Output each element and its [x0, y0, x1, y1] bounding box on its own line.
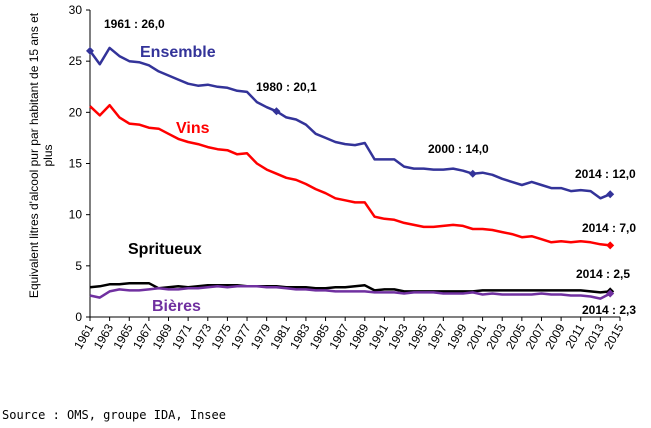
- x-axis-ticks: 1961196319651967196919711973197519771979…: [71, 317, 627, 352]
- y-axis-ticks: 0 5 10 15 20 25 30: [69, 3, 90, 324]
- x-tick-label: 1997: [424, 321, 450, 351]
- x-tick-label: 1979: [248, 321, 274, 351]
- x-tick-label: 1965: [110, 321, 136, 351]
- y-tick-label: 25: [69, 54, 83, 68]
- annotation-marker: [606, 190, 615, 199]
- y-tick-label: 10: [69, 208, 83, 222]
- x-tick-label: 1977: [228, 321, 254, 351]
- x-tick-label: 1983: [287, 321, 313, 351]
- x-tick-label: 1993: [385, 321, 411, 351]
- series-label-vins: Vins: [176, 120, 210, 137]
- annotation-label: 2014 : 7,0: [582, 221, 636, 235]
- x-tick-label: 1991: [366, 321, 392, 351]
- y-axis-label-line: plus: [41, 144, 55, 166]
- x-tick-label: 1987: [326, 321, 352, 351]
- x-tick-label: 2013: [581, 321, 607, 351]
- series-lines: [88, 46, 611, 300]
- annotation-label: 1980 : 20,1: [256, 80, 317, 94]
- x-tick-label: 1999: [444, 321, 470, 351]
- annotation-markers: [86, 46, 615, 298]
- x-tick-label: 1995: [405, 321, 431, 351]
- y-tick-label: 0: [75, 310, 82, 324]
- x-tick-label: 1971: [169, 321, 195, 351]
- annotation-label: 2014 : 2,5: [576, 267, 630, 281]
- x-tick-label: 1973: [189, 321, 215, 351]
- y-tick-label: 20: [69, 105, 83, 119]
- series-label-ensemble: Ensemble: [140, 44, 216, 61]
- y-tick-label: 15: [69, 157, 83, 171]
- source-note: Source : OMS, groupe IDA, Insee: [2, 408, 226, 422]
- annotation-marker: [272, 107, 281, 116]
- annotations: 1961 : 26,0 1980 : 20,1 2000 : 14,0 2014 : …: [104, 17, 636, 317]
- annotation-label: 2000 : 14,0: [428, 142, 489, 156]
- x-tick-label: 1975: [209, 321, 235, 351]
- annotation-label: 1961 : 26,0: [104, 17, 165, 31]
- x-tick-label: 1989: [346, 321, 372, 351]
- series-labels: Ensemble Vins Spritueux Bières: [128, 44, 216, 315]
- x-tick-label: 2001: [464, 321, 490, 351]
- y-tick-label: 30: [69, 3, 83, 17]
- y-axis-label: Equivalent litres d'alcool pur par habit…: [27, 12, 55, 298]
- series-line-ensemble: [88, 46, 611, 200]
- y-axis-label-line: Equivalent litres d'alcool pur par habit…: [27, 12, 41, 298]
- annotation-marker: [606, 241, 615, 250]
- series-line-vins: [89, 103, 611, 247]
- annotation-marker: [468, 169, 477, 178]
- annotation-label: 2014 : 12,0: [575, 167, 636, 181]
- x-tick-label: 1985: [307, 321, 333, 351]
- x-tick-label: 1963: [91, 321, 117, 351]
- series-line-bières: [89, 285, 611, 300]
- series-label-bières: Bières: [152, 298, 201, 315]
- x-tick-label: 1967: [130, 321, 156, 351]
- annotation-marker: [606, 289, 615, 298]
- x-tick-label: 1961: [71, 321, 97, 351]
- series-line-spritueux: [89, 281, 611, 294]
- x-tick-label: 2007: [523, 321, 549, 351]
- x-tick-label: 2005: [503, 321, 529, 351]
- x-tick-label: 2003: [483, 321, 509, 351]
- series-label-spritueux: Spritueux: [128, 241, 202, 258]
- x-tick-label: 1981: [267, 321, 293, 351]
- x-tick-label: 1969: [150, 321, 176, 351]
- x-tick-label: 2015: [601, 321, 627, 351]
- annotation-label: 2014 : 2,3: [582, 303, 636, 317]
- annotation-marker: [86, 46, 94, 55]
- y-tick-label: 5: [75, 259, 82, 273]
- x-tick-label: 2009: [542, 321, 568, 351]
